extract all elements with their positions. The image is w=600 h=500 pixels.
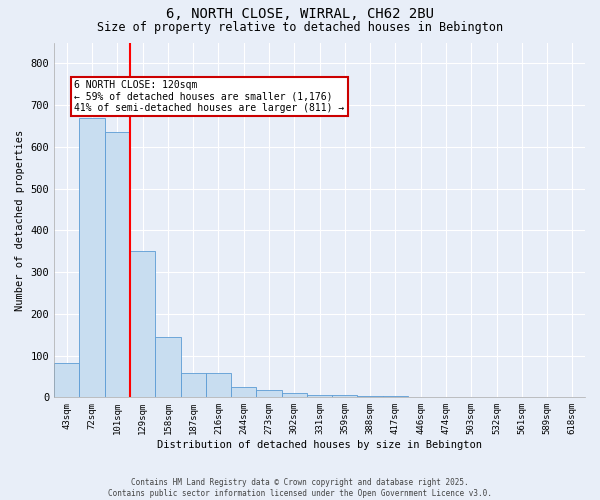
- Text: Contains HM Land Registry data © Crown copyright and database right 2025.
Contai: Contains HM Land Registry data © Crown c…: [108, 478, 492, 498]
- Bar: [358, 396, 383, 398]
- Bar: [105, 132, 130, 398]
- Bar: [130, 251, 155, 398]
- Bar: [54, 363, 79, 398]
- Bar: [256, 390, 281, 398]
- Bar: [332, 395, 358, 398]
- Bar: [231, 387, 256, 398]
- X-axis label: Distribution of detached houses by size in Bebington: Distribution of detached houses by size …: [157, 440, 482, 450]
- Bar: [181, 373, 206, 398]
- Y-axis label: Number of detached properties: Number of detached properties: [15, 130, 25, 310]
- Text: 6, NORTH CLOSE, WIRRAL, CH62 2BU: 6, NORTH CLOSE, WIRRAL, CH62 2BU: [166, 8, 434, 22]
- Text: Size of property relative to detached houses in Bebington: Size of property relative to detached ho…: [97, 21, 503, 34]
- Bar: [281, 393, 307, 398]
- Bar: [383, 396, 408, 398]
- Bar: [307, 395, 332, 398]
- Text: 6 NORTH CLOSE: 120sqm
← 59% of detached houses are smaller (1,176)
41% of semi-d: 6 NORTH CLOSE: 120sqm ← 59% of detached …: [74, 80, 344, 114]
- Bar: [155, 337, 181, 398]
- Bar: [79, 118, 105, 398]
- Bar: [206, 373, 231, 398]
